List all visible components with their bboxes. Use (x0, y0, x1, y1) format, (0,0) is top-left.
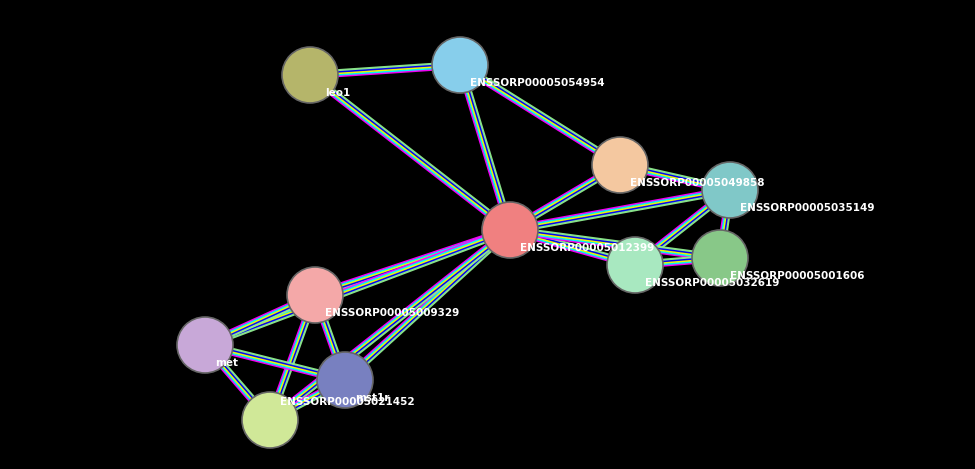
Circle shape (482, 202, 538, 258)
Circle shape (607, 237, 663, 293)
Circle shape (287, 267, 343, 323)
Text: ENSSORP00005035149: ENSSORP00005035149 (740, 203, 875, 213)
Circle shape (282, 47, 338, 103)
Text: met: met (215, 358, 238, 368)
Circle shape (242, 392, 298, 448)
Text: mst1r: mst1r (355, 393, 389, 403)
Text: ENSSORP00005049858: ENSSORP00005049858 (630, 178, 764, 188)
Circle shape (432, 37, 488, 93)
Text: leo1: leo1 (325, 88, 350, 98)
Text: ENSSORP00005021452: ENSSORP00005021452 (280, 397, 414, 407)
Circle shape (317, 352, 373, 408)
Circle shape (592, 137, 648, 193)
Circle shape (177, 317, 233, 373)
Text: ENSSORP00005001606: ENSSORP00005001606 (730, 271, 865, 281)
Text: ENSSORP00005054954: ENSSORP00005054954 (470, 78, 604, 88)
Text: ENSSORP00005032619: ENSSORP00005032619 (645, 278, 779, 288)
Text: ENSSORP00005012399: ENSSORP00005012399 (520, 243, 654, 253)
Text: ENSSORP00005009329: ENSSORP00005009329 (325, 308, 459, 318)
Circle shape (692, 230, 748, 286)
Circle shape (702, 162, 758, 218)
